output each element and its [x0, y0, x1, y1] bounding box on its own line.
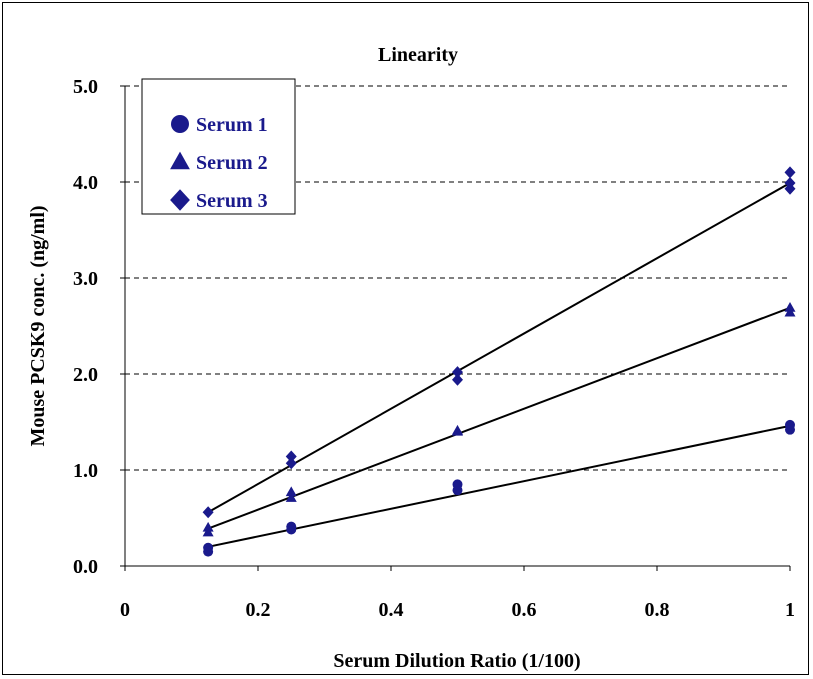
data-point-circle [286, 521, 297, 532]
y-tick-label: 2.0 [73, 364, 98, 386]
data-point-diamond [285, 450, 297, 463]
chart-title: Linearity [378, 44, 458, 66]
legend-label: Serum 2 [196, 152, 268, 174]
fit-line [207, 306, 791, 530]
legend: Serum 1 Serum 2 Serum 3 [141, 78, 296, 215]
axis-layer [124, 86, 790, 567]
legend-marker-triangle [170, 151, 190, 170]
x-tick-label: 0.4 [379, 599, 404, 621]
legend-items: Serum 1 Serum 2 Serum 3 [170, 114, 268, 212]
y-tick-label: 4.0 [73, 172, 98, 194]
data-point-triangle [452, 424, 463, 435]
legend-marker-diamond [170, 189, 190, 211]
legend-marker-circle [171, 115, 189, 133]
data-point-diamond [202, 506, 214, 519]
y-axis-title: Mouse PCSK9 conc. (ng/ml) [27, 205, 49, 446]
data-point-circle [452, 479, 463, 490]
x-tick-label: 0 [120, 599, 130, 621]
data-point-diamond [285, 457, 297, 470]
legend-box [141, 78, 296, 215]
data-point-triangle [784, 302, 796, 312]
fit-line [207, 182, 791, 514]
x-tick-label: 1 [785, 599, 795, 621]
data-point-diamond [784, 166, 796, 179]
data-point-diamond [784, 176, 796, 189]
fit-lines [207, 182, 791, 548]
x-tick-labels: 0 0.2 0.4 0.6 0.8 1 [120, 566, 795, 621]
y-tick-label: 3.0 [73, 268, 98, 290]
x-axis-title: Serum Dilution Ratio (1/100) [333, 650, 580, 672]
y-tick-label: 5.0 [73, 76, 98, 98]
data-point-triangle [202, 521, 214, 532]
x-tick-label: 0.2 [246, 599, 271, 621]
data-point-circle [203, 542, 214, 553]
fit-line [207, 424, 791, 548]
data-point-triangle [285, 492, 297, 502]
data-point-circle [785, 419, 795, 430]
data-point-diamond [452, 373, 463, 386]
legend-label: Serum 3 [196, 190, 268, 212]
data-point-diamond [452, 366, 463, 379]
data-point-triangle [285, 486, 297, 497]
x-tick-label: 0.8 [645, 599, 670, 621]
y-tick-label: 0.0 [73, 556, 98, 578]
x-tick-label: 0.6 [512, 599, 537, 621]
y-tick-label: 1.0 [73, 460, 98, 482]
data-points [202, 166, 796, 557]
legend-label: Serum 1 [196, 114, 268, 136]
y-tick-labels: 0.0 1.0 2.0 3.0 4.0 5.0 [73, 76, 125, 578]
